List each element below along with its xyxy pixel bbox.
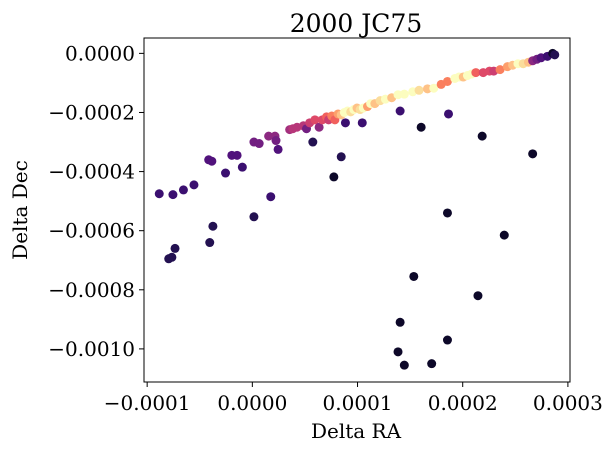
data-point xyxy=(336,152,346,162)
x-tick-label: −0.0001 xyxy=(104,391,191,415)
y-tick-label: −0.0002 xyxy=(48,100,135,124)
data-point xyxy=(271,136,281,146)
data-point xyxy=(170,243,180,253)
data-point xyxy=(249,212,259,222)
data-point xyxy=(471,68,481,78)
x-axis-label: Delta RA xyxy=(311,419,402,443)
y-tick-label: −0.0006 xyxy=(48,219,135,243)
data-point xyxy=(444,109,454,119)
y-tick-label: 0.0000 xyxy=(65,41,135,65)
x-tick-label: 0.0001 xyxy=(323,391,393,415)
data-point xyxy=(528,149,538,159)
data-point xyxy=(429,83,439,93)
data-point xyxy=(189,180,199,190)
data-point xyxy=(273,144,283,154)
x-tick-label: 0.0003 xyxy=(533,391,603,415)
data-point xyxy=(208,221,218,231)
data-point xyxy=(416,122,426,132)
data-point xyxy=(442,208,452,218)
data-point xyxy=(427,359,437,369)
data-point xyxy=(168,190,178,200)
data-point xyxy=(442,76,452,86)
data-point xyxy=(499,230,509,240)
data-point xyxy=(178,185,188,195)
y-tick-label: −0.0008 xyxy=(48,278,135,302)
data-point xyxy=(164,254,174,264)
data-point xyxy=(395,317,405,327)
plot-frame xyxy=(143,37,571,383)
data-point xyxy=(266,192,276,202)
data-point xyxy=(221,168,231,178)
data-point xyxy=(154,189,164,199)
data-point xyxy=(340,118,350,128)
data-point xyxy=(395,106,405,116)
data-point xyxy=(205,238,215,248)
data-point xyxy=(399,89,409,99)
data-point xyxy=(264,131,274,141)
data-point xyxy=(314,122,324,132)
x-tick-label: 0.0002 xyxy=(428,391,498,415)
data-point xyxy=(232,150,242,160)
data-point xyxy=(207,156,217,166)
x-axis-ticks: −0.0001 0.0000 0.0001 0.0002 0.0003 xyxy=(104,382,603,415)
data-points xyxy=(154,48,560,370)
y-tick-label: −0.0010 xyxy=(48,337,135,361)
y-axis-ticks: 0.0000 −0.0002 −0.0004 −0.0006 −0.0008 −0.001… xyxy=(48,41,144,361)
data-point xyxy=(495,65,505,75)
data-point xyxy=(399,360,409,370)
data-point xyxy=(310,115,320,125)
data-point xyxy=(550,50,560,60)
y-axis-label: Delta Dec xyxy=(8,160,32,260)
data-point xyxy=(308,137,318,147)
data-point xyxy=(409,271,419,281)
chart-title: 2000 JC75 xyxy=(290,9,423,38)
data-point xyxy=(477,131,487,141)
data-point xyxy=(237,162,247,172)
data-point xyxy=(414,85,424,95)
data-point xyxy=(254,139,264,149)
data-point xyxy=(357,118,367,128)
y-tick-label: −0.0004 xyxy=(48,160,135,184)
data-point xyxy=(442,335,452,345)
data-point xyxy=(329,172,339,182)
x-tick-label: 0.0000 xyxy=(217,391,287,415)
data-point xyxy=(473,291,483,301)
data-point xyxy=(393,347,403,357)
